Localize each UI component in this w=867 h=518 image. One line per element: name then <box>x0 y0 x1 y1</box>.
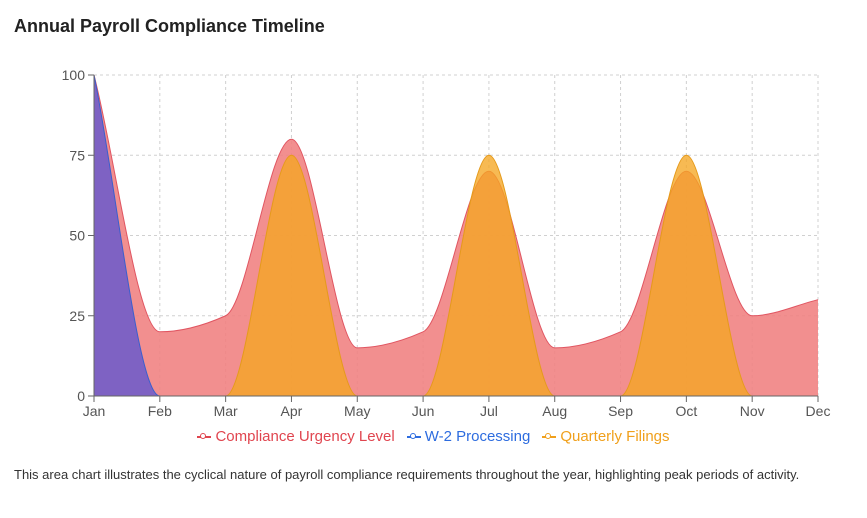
legend-item-urgency[interactable]: Compliance Urgency Level <box>197 428 395 445</box>
area-chart: 0 25 50 75 100 Jan Feb Mar Apr May Jun Jul Aug Sep Oct… <box>62 67 831 419</box>
legend-marker-icon <box>406 432 421 442</box>
legend-item-w2[interactable]: W-2 Processing <box>406 428 531 445</box>
x-tick-label: Dec <box>806 403 831 419</box>
chart-title: Annual Payroll Compliance Timeline <box>14 16 325 36</box>
series-areas <box>93 74 819 397</box>
y-tick-label: 25 <box>69 308 85 324</box>
series-quarterly <box>93 154 818 397</box>
series-line-quarterly <box>93 154 818 397</box>
chart-caption: This area chart illustrates the cyclical… <box>14 467 800 482</box>
y-tick-label: 50 <box>69 228 85 244</box>
y-tick-label: 75 <box>69 147 85 163</box>
legend-marker-icon <box>542 432 557 442</box>
legend: Compliance Urgency Level W-2 Processing Qu… <box>0 428 867 445</box>
x-tick-label: Oct <box>675 403 697 419</box>
x-tick-label: Mar <box>214 403 238 419</box>
x-tick-label: Nov <box>740 403 765 419</box>
legend-label: W-2 Processing <box>424 428 531 445</box>
x-tick-label: Jul <box>480 403 498 419</box>
x-tick-label: Sep <box>608 403 633 419</box>
legend-label: Compliance Urgency Level <box>215 428 395 445</box>
x-tick-label: Aug <box>542 403 567 419</box>
legend-marker-icon <box>197 432 212 442</box>
axes: 0 25 50 75 100 Jan Feb Mar Apr May Jun Jul Aug Sep Oct… <box>62 67 831 419</box>
legend-label: Quarterly Filings <box>560 428 670 445</box>
x-tick-label: Jun <box>412 403 435 419</box>
x-tick-label: Apr <box>281 403 303 419</box>
y-tick-label: 100 <box>62 67 86 83</box>
legend-item-quarterly[interactable]: Quarterly Filings <box>542 428 670 445</box>
x-tick-label: Jan <box>83 403 106 419</box>
x-tick-label: Feb <box>148 403 172 419</box>
x-tick-label: May <box>344 403 370 419</box>
y-tick-label: 0 <box>77 388 85 404</box>
